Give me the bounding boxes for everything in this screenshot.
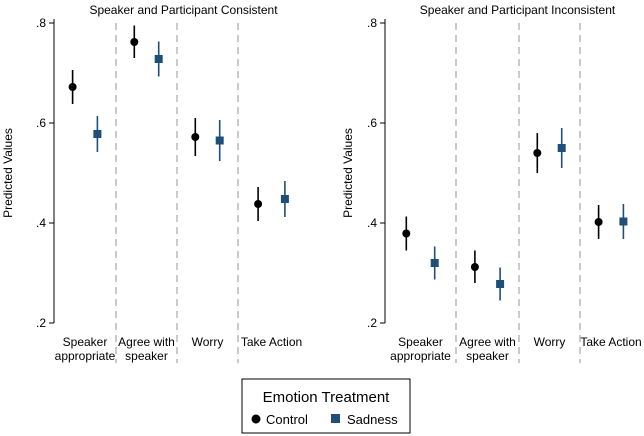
x-tick-label: Worry bbox=[534, 335, 566, 349]
x-tick-label: Take Action bbox=[580, 335, 641, 349]
panel-title: Speaker and Participant Consistent bbox=[89, 3, 278, 17]
x-tick-label: Take Action bbox=[241, 335, 302, 349]
x-tick-label: Worry bbox=[192, 335, 224, 349]
legend-label-sadness: Sadness bbox=[347, 412, 398, 427]
legend: Emotion Treatment Control Sadness bbox=[241, 378, 411, 434]
y-tick-label: .6 bbox=[367, 116, 377, 130]
point-sadness bbox=[496, 280, 505, 288]
panel-title: Speaker and Participant Inconsistent bbox=[420, 3, 616, 17]
point-control bbox=[594, 218, 603, 226]
point-sadness bbox=[619, 217, 628, 226]
legend-marker-sadness bbox=[331, 414, 340, 423]
y-tick-label: .2 bbox=[367, 316, 377, 330]
y-tick-label: .4 bbox=[36, 216, 46, 230]
legend-marker-control bbox=[251, 414, 261, 424]
legend-label-control: Control bbox=[266, 412, 308, 427]
point-control bbox=[254, 200, 263, 208]
y-tick-label: .2 bbox=[36, 316, 46, 330]
y-tick-label: .8 bbox=[36, 16, 46, 30]
legend-box bbox=[241, 378, 411, 434]
x-tick-label: Agree with speaker bbox=[459, 335, 516, 363]
point-control bbox=[533, 149, 542, 157]
y-tick-label: .6 bbox=[36, 116, 46, 130]
y-tick-label: .4 bbox=[367, 216, 377, 230]
legend-title: Emotion Treatment bbox=[263, 389, 391, 406]
panel-consistent: Speaker and Participant Consistent .2 .4 .6… bbox=[1, 3, 302, 363]
point-sadness bbox=[280, 195, 289, 203]
point-control bbox=[68, 83, 77, 91]
point-control bbox=[402, 229, 411, 238]
y-axis-label: Predicted Values bbox=[1, 128, 15, 218]
point-sadness bbox=[93, 130, 102, 138]
y-axis-label: Predicted Values bbox=[341, 128, 355, 218]
x-tick-label: Speaker appropriate bbox=[55, 335, 116, 363]
point-sadness bbox=[430, 259, 439, 267]
point-sadness bbox=[215, 136, 224, 145]
panel-inconsistent: Speaker and Participant Inconsistent .2 .4… bbox=[341, 3, 642, 363]
point-control bbox=[130, 38, 139, 46]
point-sadness bbox=[557, 144, 566, 152]
x-tick-label: Speaker appropriate bbox=[390, 335, 451, 363]
point-control bbox=[470, 263, 479, 271]
point-sadness bbox=[154, 55, 163, 63]
point-control bbox=[191, 133, 200, 141]
y-tick-label: .8 bbox=[367, 16, 377, 30]
x-tick-label: Agree with speaker bbox=[118, 335, 175, 363]
